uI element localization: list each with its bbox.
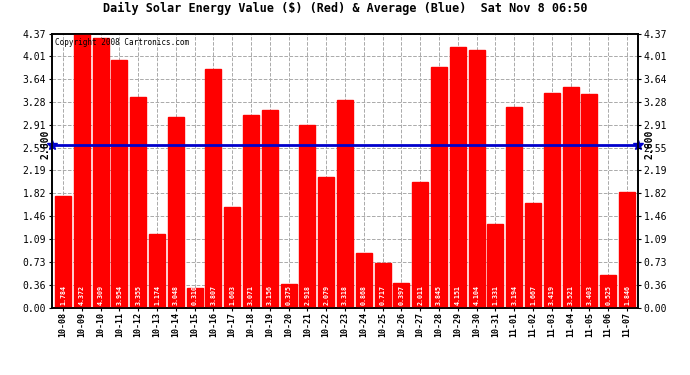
Bar (224, 207, 240, 308)
Text: Copyright 2008 Cartronics.com: Copyright 2008 Cartronics.com (55, 38, 189, 47)
Bar (337, 100, 353, 308)
Text: 2.600: 2.600 (644, 130, 654, 159)
Bar (412, 182, 428, 308)
Text: 0.717: 0.717 (380, 285, 386, 305)
Text: 0.375: 0.375 (286, 285, 292, 305)
Text: 2.011: 2.011 (417, 285, 423, 305)
Bar (318, 177, 334, 308)
Bar (600, 274, 616, 308)
Bar (111, 60, 128, 308)
Bar (375, 262, 391, 308)
Bar (506, 107, 522, 308)
Text: 3.318: 3.318 (342, 285, 348, 305)
Bar (356, 253, 372, 308)
Text: 3.194: 3.194 (511, 285, 518, 305)
Bar (469, 50, 484, 308)
Text: 0.868: 0.868 (361, 285, 367, 305)
Text: 3.419: 3.419 (549, 285, 555, 305)
Text: 2.600: 2.600 (40, 130, 50, 159)
Bar (393, 283, 409, 308)
Bar (619, 192, 635, 308)
Text: 0.310: 0.310 (192, 285, 197, 305)
Bar (262, 110, 278, 308)
Bar (487, 224, 504, 308)
Text: Daily Solar Energy Value ($) (Red) & Average (Blue)  Sat Nov 8 06:50: Daily Solar Energy Value ($) (Red) & Ave… (103, 2, 587, 15)
Bar (562, 87, 579, 308)
Text: 1.846: 1.846 (624, 285, 630, 305)
Bar (431, 67, 447, 308)
Bar (74, 34, 90, 308)
Bar (130, 98, 146, 308)
Bar (450, 48, 466, 308)
Text: 3.954: 3.954 (117, 285, 122, 305)
Text: 4.104: 4.104 (473, 285, 480, 305)
Bar (544, 93, 560, 308)
Bar (299, 125, 315, 308)
Text: 3.355: 3.355 (135, 285, 141, 305)
Text: 4.372: 4.372 (79, 285, 85, 305)
Text: 1.174: 1.174 (154, 285, 160, 305)
Text: 4.309: 4.309 (97, 285, 104, 305)
Bar (55, 196, 71, 308)
Text: 4.151: 4.151 (455, 285, 461, 305)
Bar (92, 38, 108, 308)
Text: 0.525: 0.525 (605, 285, 611, 305)
Bar (149, 234, 165, 308)
Text: 1.784: 1.784 (60, 285, 66, 305)
Text: 1.603: 1.603 (229, 285, 235, 305)
Text: 3.071: 3.071 (248, 285, 254, 305)
Bar (243, 115, 259, 308)
Bar (281, 284, 297, 308)
Text: 3.403: 3.403 (586, 285, 593, 305)
Text: 3.807: 3.807 (210, 285, 217, 305)
Text: 3.845: 3.845 (436, 285, 442, 305)
Bar (206, 69, 221, 308)
Text: 3.048: 3.048 (172, 285, 179, 305)
Text: 1.667: 1.667 (530, 285, 536, 305)
Text: 3.156: 3.156 (267, 285, 273, 305)
Bar (186, 288, 203, 308)
Text: 2.918: 2.918 (304, 285, 310, 305)
Text: 0.397: 0.397 (398, 285, 404, 305)
Text: 3.521: 3.521 (568, 285, 573, 305)
Bar (168, 117, 184, 308)
Bar (582, 94, 598, 308)
Text: 1.331: 1.331 (493, 285, 498, 305)
Bar (525, 203, 541, 308)
Text: 2.079: 2.079 (323, 285, 329, 305)
